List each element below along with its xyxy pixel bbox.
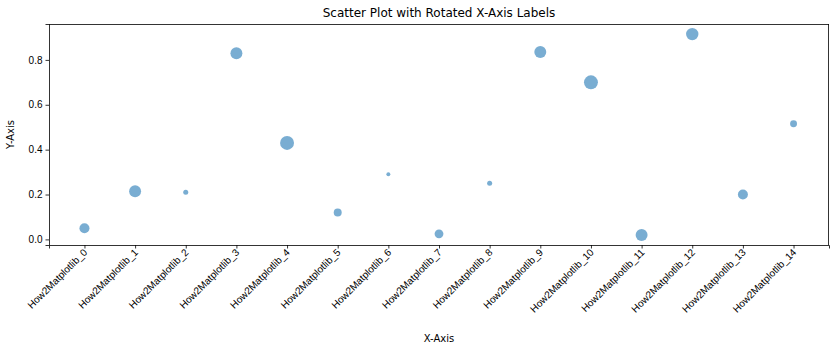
x-tick-mark (236, 245, 237, 249)
x-tick-mark (540, 245, 541, 249)
point (334, 208, 342, 216)
y-tick-label: 0.8 (29, 55, 43, 66)
y-tick-mark (46, 105, 50, 106)
x-tick-mark (388, 245, 389, 249)
y-tick-mark (46, 195, 50, 196)
x-tick-mark (135, 245, 136, 249)
point (487, 181, 492, 186)
x-tick-mark (692, 245, 693, 249)
points (79, 28, 797, 241)
y-tick-label: 0.6 (29, 99, 43, 110)
x-tick-label: How2Matplotlib_14 (731, 246, 799, 314)
x-tick-mark (642, 245, 643, 249)
y-tick: 0.8 (29, 55, 49, 66)
y-axis: 0.0 0.2 0.4 0.6 0.8 (29, 25, 50, 246)
y-axis-title: Y-Axis (5, 120, 16, 150)
x-tick-mark (186, 245, 187, 249)
x-tick-mark (591, 245, 592, 249)
x-tick-mark (439, 245, 440, 249)
point (386, 172, 390, 176)
point (686, 28, 698, 40)
point (534, 46, 546, 58)
frame-right (828, 24, 829, 245)
point (129, 185, 141, 197)
point (435, 229, 444, 238)
x-tick-mark (794, 245, 795, 249)
y-tick-mark (46, 239, 50, 240)
x-axis-line (50, 246, 830, 249)
point (738, 190, 748, 200)
y-tick-label: 0.4 (29, 144, 43, 155)
y-tick-label: 0.2 (29, 189, 43, 200)
y-axis-line (46, 25, 50, 246)
point (584, 75, 598, 89)
y-tick: 0.2 (29, 189, 49, 200)
point (636, 229, 648, 241)
title: Scatter Plot with Rotated X-Axis Labels (323, 6, 556, 20)
point (79, 223, 89, 233)
x-axis: How2Matplotlib_0How2Matplotlib_1How2Matp… (25, 245, 829, 315)
point (230, 47, 242, 59)
y-tick: 0.4 (29, 144, 49, 155)
y-tick-mark (46, 150, 50, 151)
x-tick-mark (287, 245, 288, 249)
y-tick: 0.0 (29, 234, 49, 245)
y-tick-label: 0.0 (29, 234, 43, 245)
y-tick: 0.6 (29, 99, 49, 110)
x-tick: How2Matplotlib_14 (731, 245, 799, 315)
point (183, 190, 188, 195)
x-tick-mark (743, 245, 744, 249)
point (790, 120, 797, 127)
x-axis-title: X-Axis (424, 333, 455, 344)
x-tick-mark (338, 245, 339, 249)
x-tick-mark (490, 245, 491, 249)
chart: How2Matplotlib_0How2Matplotlib_1How2Matp… (0, 0, 840, 350)
point (280, 136, 294, 150)
y-tick-mark (46, 60, 50, 61)
x-tick-mark (84, 245, 85, 249)
frame-top (49, 24, 829, 25)
